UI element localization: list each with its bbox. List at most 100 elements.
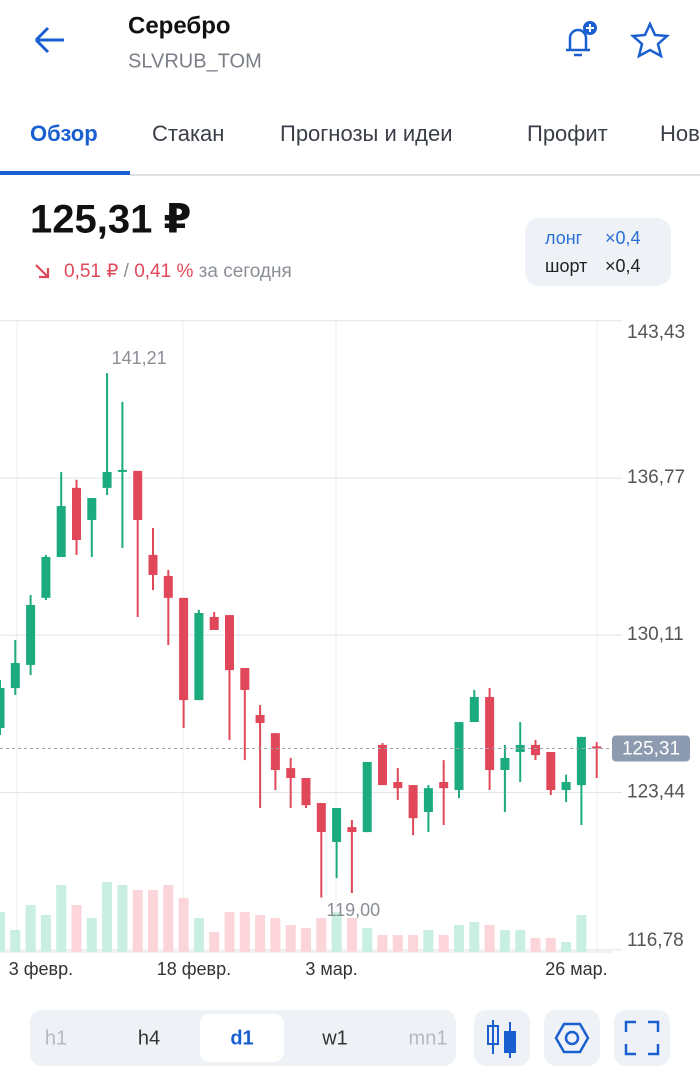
volume-bar bbox=[545, 938, 556, 952]
leverage-box bbox=[525, 218, 671, 286]
separator: / bbox=[124, 261, 130, 282]
candle-body bbox=[87, 498, 97, 520]
short-value: ×0,4 bbox=[605, 256, 641, 276]
timeframe[interactable]: mn1 bbox=[409, 1027, 448, 1049]
volume-bar bbox=[438, 935, 449, 952]
settings-button[interactable] bbox=[544, 1010, 600, 1066]
tab[interactable]: Обзор bbox=[30, 121, 98, 146]
tab[interactable]: Стакан bbox=[152, 121, 224, 146]
title: Серебро bbox=[128, 12, 231, 39]
candle-body bbox=[500, 757, 510, 770]
candle-body bbox=[301, 778, 311, 806]
chart-type-button[interactable] bbox=[474, 1010, 530, 1066]
volume-bar bbox=[193, 918, 204, 952]
down-arrow bbox=[35, 264, 50, 279]
volume-bar bbox=[178, 898, 189, 952]
candle-body bbox=[347, 827, 357, 833]
candle-body bbox=[515, 744, 525, 753]
candle-body bbox=[133, 470, 143, 520]
volume-bar bbox=[163, 885, 174, 952]
volume-bar bbox=[25, 905, 36, 952]
candle-icon bbox=[487, 1020, 516, 1058]
candle-body bbox=[316, 803, 326, 833]
volume-bar bbox=[576, 915, 587, 952]
volume-bar bbox=[561, 942, 572, 952]
change-pct: 0,41 % bbox=[134, 261, 193, 282]
back-button[interactable] bbox=[34, 26, 64, 54]
candle-body bbox=[225, 615, 234, 671]
change: 0,51 ₽ bbox=[64, 261, 118, 282]
timeframe[interactable]: d1 bbox=[230, 1027, 253, 1049]
candle-body bbox=[531, 744, 540, 756]
candle-body bbox=[332, 807, 342, 842]
volume-bar bbox=[331, 912, 342, 952]
volume-bar bbox=[484, 925, 495, 952]
volume-bar bbox=[362, 928, 373, 952]
tab[interactable]: Профит bbox=[527, 121, 608, 146]
volume-bar bbox=[346, 918, 357, 952]
candle-body bbox=[485, 697, 495, 770]
x-tick-label: 3 мар. bbox=[305, 959, 357, 979]
candle-body bbox=[10, 663, 20, 689]
x-tick-label: 26 мар. bbox=[545, 959, 607, 979]
long-value: ×0,4 bbox=[605, 228, 641, 248]
timeframe[interactable]: h1 bbox=[45, 1027, 67, 1049]
volume-bar bbox=[392, 935, 403, 952]
candle-body bbox=[270, 733, 280, 770]
candle-body bbox=[148, 554, 158, 575]
volume-bar bbox=[209, 932, 220, 952]
candle-body bbox=[102, 472, 112, 488]
volume-bar bbox=[56, 885, 67, 952]
candle-body bbox=[72, 487, 81, 541]
last-price-box bbox=[612, 735, 690, 762]
alert-button[interactable] bbox=[566, 21, 597, 57]
candle-body bbox=[561, 782, 571, 791]
candle-body bbox=[546, 752, 556, 791]
y-tick-label: 136,77 bbox=[627, 467, 685, 488]
volume-bar bbox=[408, 935, 419, 952]
volume-bar bbox=[270, 918, 281, 952]
candle-body bbox=[240, 667, 250, 690]
volume-bar bbox=[285, 925, 296, 952]
volume-bar bbox=[530, 938, 541, 952]
candle-body bbox=[393, 782, 403, 789]
candle-body bbox=[362, 761, 372, 833]
volume-bar bbox=[40, 915, 51, 952]
price-annotation: 119,00 bbox=[326, 900, 380, 920]
settings-icon bbox=[554, 1022, 590, 1054]
candle-body bbox=[286, 768, 296, 779]
volume-bar bbox=[499, 930, 510, 952]
ticker: SLVRUB_TOM bbox=[128, 50, 262, 72]
candle-body bbox=[592, 746, 602, 749]
candle-body bbox=[439, 782, 449, 789]
price: 125,31 ₽ bbox=[30, 198, 191, 242]
timeframe[interactable]: w1 bbox=[321, 1027, 348, 1049]
volume-bar bbox=[316, 918, 327, 952]
timeframe[interactable]: h4 bbox=[138, 1027, 160, 1049]
candle-body bbox=[56, 506, 66, 558]
tab[interactable]: Нов bbox=[660, 121, 700, 146]
volume-bar bbox=[132, 890, 143, 952]
x-tick-label: 3 февр. bbox=[9, 959, 73, 979]
volume-bar bbox=[469, 922, 480, 952]
volume-bar bbox=[515, 930, 526, 952]
tab-indicator bbox=[0, 171, 130, 175]
volume-bar bbox=[454, 925, 464, 952]
volume-bar bbox=[148, 890, 158, 952]
volume-bar bbox=[117, 885, 128, 952]
volume-bar bbox=[224, 912, 235, 952]
price-change: 0,51 ₽ / 0,41 % за сегодня bbox=[64, 261, 292, 282]
x-tick-label: 18 февр. bbox=[157, 959, 231, 979]
volume-bar bbox=[10, 930, 21, 952]
volume-bar bbox=[423, 930, 434, 952]
volume-bar bbox=[239, 912, 250, 952]
candle-body bbox=[469, 697, 479, 723]
tab[interactable]: Прогнозы и идеи bbox=[280, 121, 453, 146]
volume-bar bbox=[301, 928, 311, 952]
period: за сегодня bbox=[199, 261, 292, 282]
favorite-button[interactable] bbox=[629, 20, 671, 59]
candle-body bbox=[423, 788, 433, 813]
fullscreen-button[interactable] bbox=[614, 1010, 670, 1066]
candle-body bbox=[209, 616, 219, 630]
